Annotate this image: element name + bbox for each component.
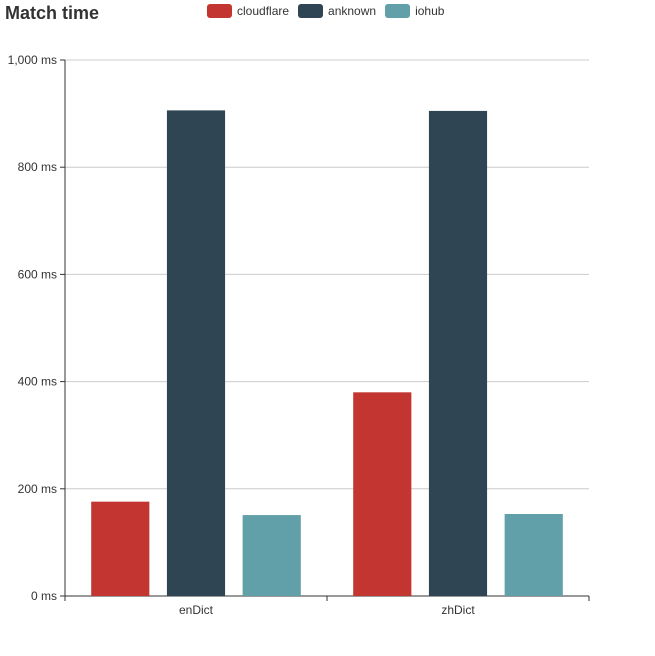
y-tick-label: 800 ms	[18, 160, 57, 174]
bar-iohub-zhDict	[504, 513, 563, 596]
y-tick-label: 400 ms	[18, 375, 57, 389]
legend-label-cloudflare: cloudflare	[237, 4, 290, 18]
x-tick-label: zhDict	[441, 603, 475, 617]
legend-swatch-anknown	[298, 4, 324, 18]
y-tick-label: 1,000 ms	[8, 53, 57, 67]
y-tick-label: 0 ms	[31, 589, 57, 603]
legend-item-anknown[interactable]: anknown	[298, 4, 376, 18]
legend-item-iohub[interactable]: iohub	[385, 4, 444, 18]
legend: cloudflare anknown iohub	[207, 4, 453, 18]
x-tick-label: enDict	[179, 603, 214, 617]
legend-item-cloudflare[interactable]: cloudflare	[207, 4, 289, 18]
bar-iohub-enDict	[242, 515, 301, 596]
bar-cloudflare-enDict	[91, 501, 150, 596]
bar-cloudflare-zhDict	[353, 392, 412, 596]
bar-anknown-enDict	[166, 110, 226, 596]
legend-swatch-cloudflare	[207, 4, 232, 18]
y-tick-label: 200 ms	[18, 482, 57, 496]
bar-anknown-zhDict	[428, 110, 488, 597]
chart-title: Match time	[5, 3, 100, 23]
legend-swatch-iohub	[385, 4, 411, 18]
legend-label-anknown: anknown	[328, 4, 377, 18]
legend-label-iohub: iohub	[415, 4, 445, 18]
y-tick-label: 600 ms	[18, 267, 57, 281]
